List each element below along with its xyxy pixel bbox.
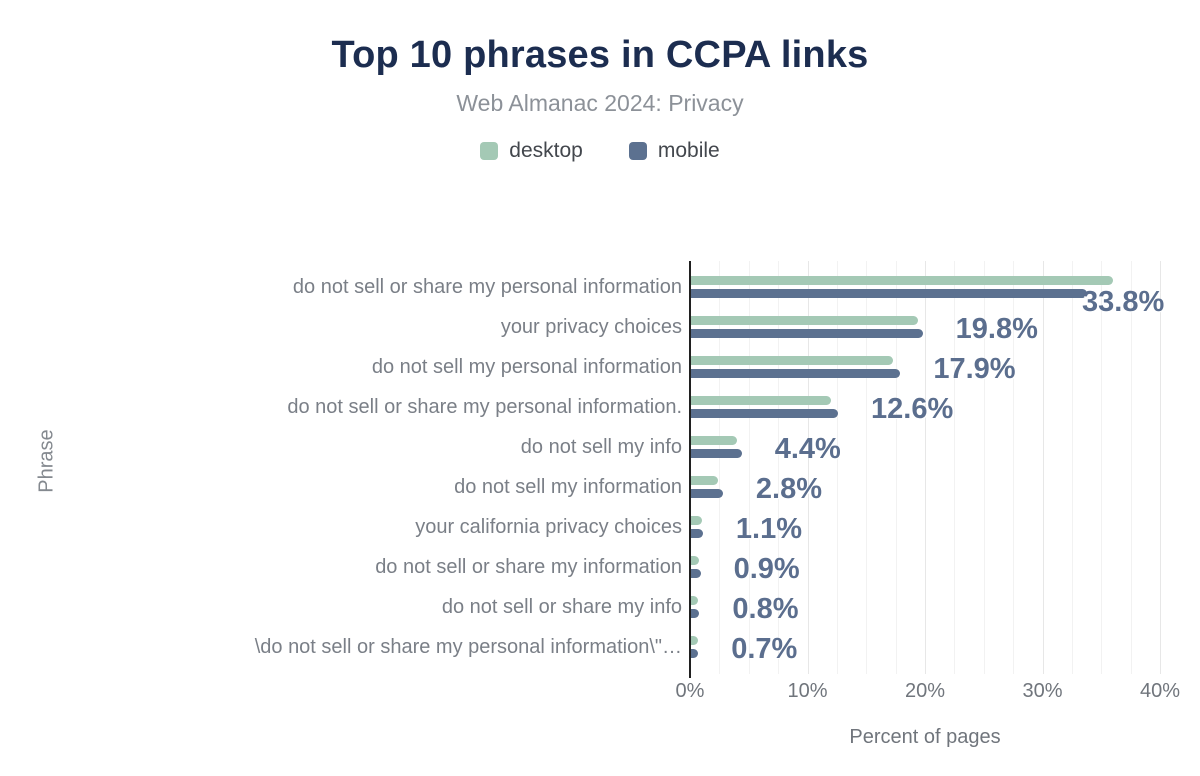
mobile-bar [690, 329, 923, 338]
category-label: your privacy choices [500, 316, 682, 338]
major-gridline [807, 261, 809, 674]
value-label: 1.1% [735, 513, 803, 545]
desktop-bar [690, 436, 737, 445]
minor-gridline [954, 261, 956, 674]
mobile-bar [690, 569, 701, 578]
category-label: do not sell or share my personal informa… [287, 396, 682, 418]
value-label: 17.9% [933, 353, 1016, 385]
desktop-bar [690, 396, 831, 405]
minor-gridline [1101, 261, 1103, 674]
desktop-bar [690, 556, 700, 565]
x-tick-label: 0% [675, 680, 705, 702]
category-label: do not sell or share my info [441, 596, 682, 618]
minor-gridline [1013, 261, 1015, 674]
chart-subtitle: Web Almanac 2024: Privacy [456, 90, 744, 116]
minor-gridline [778, 261, 780, 674]
category-label: do not sell my personal information [371, 356, 682, 378]
legend-item-mobile: mobile [628, 139, 720, 163]
value-label: 2.8% [755, 473, 822, 505]
category-label: your california privacy choices [415, 516, 682, 538]
legend: desktop mobile [0, 139, 1200, 163]
major-gridline [1042, 261, 1044, 674]
value-label: 19.8% [955, 313, 1038, 345]
category-label: do not sell my info [520, 436, 682, 458]
minor-gridline [719, 261, 721, 674]
category-label: do not sell my information [454, 476, 682, 498]
mobile-bar [690, 369, 901, 378]
x-tick-label: 40% [1139, 680, 1181, 702]
value-label: 0.9% [733, 553, 800, 585]
desktop-bar [690, 636, 699, 645]
desktop-series-swatch [480, 142, 499, 160]
chart-title: Top 10 phrases in CCPA links [331, 34, 869, 76]
desktop-bar [690, 516, 702, 525]
minor-gridline [866, 261, 868, 674]
plot-area: 33.8% 19.8% 17.9% 12.6% 4.4% 2.8% 1.1% 0.9% 0.8%… [690, 261, 1164, 674]
value-label: 12.6% [871, 393, 954, 425]
category-label: \do not sell or share my personal inform… [254, 636, 682, 658]
minor-gridline [748, 261, 750, 674]
value-label: 4.4% [774, 433, 841, 465]
mobile-bar [690, 649, 699, 658]
minor-gridline [836, 261, 838, 674]
desktop-bar [690, 276, 1113, 285]
category-label: do not sell or share my personal informa… [292, 276, 682, 298]
major-gridline [1160, 261, 1161, 674]
desktop-legend-label: desktop [509, 139, 583, 162]
y-axis-line [689, 261, 691, 678]
mobile-bar [690, 489, 723, 498]
x-tick-label: 10% [787, 680, 828, 702]
value-label: 33.8% [1082, 286, 1165, 318]
mobile-series-swatch [628, 142, 647, 160]
desktop-bar [690, 476, 719, 485]
minor-gridline [983, 261, 985, 674]
desktop-bar [690, 356, 894, 365]
x-axis-title: Percent of pages [849, 726, 1001, 748]
minor-gridline [895, 261, 897, 674]
y-axis-title: Phrase [35, 429, 58, 493]
major-gridline [925, 261, 926, 674]
desktop-bar [690, 316, 918, 325]
legend-item-desktop: desktop [480, 139, 583, 163]
category-label: do not sell or share my information [375, 556, 682, 578]
x-tick-label: 20% [904, 680, 946, 702]
mobile-bar [690, 409, 839, 418]
value-label: 0.8% [732, 593, 799, 625]
mobile-bar [690, 609, 700, 618]
mobile-bar [690, 529, 703, 538]
mobile-bar [690, 289, 1088, 298]
x-tick-label: 30% [1022, 680, 1063, 702]
mobile-legend-label: mobile [657, 139, 720, 162]
desktop-bar [690, 596, 699, 605]
minor-gridline [1071, 261, 1073, 674]
value-label: 0.7% [731, 633, 798, 665]
mobile-bar [690, 449, 742, 458]
minor-gridline [1130, 261, 1132, 674]
